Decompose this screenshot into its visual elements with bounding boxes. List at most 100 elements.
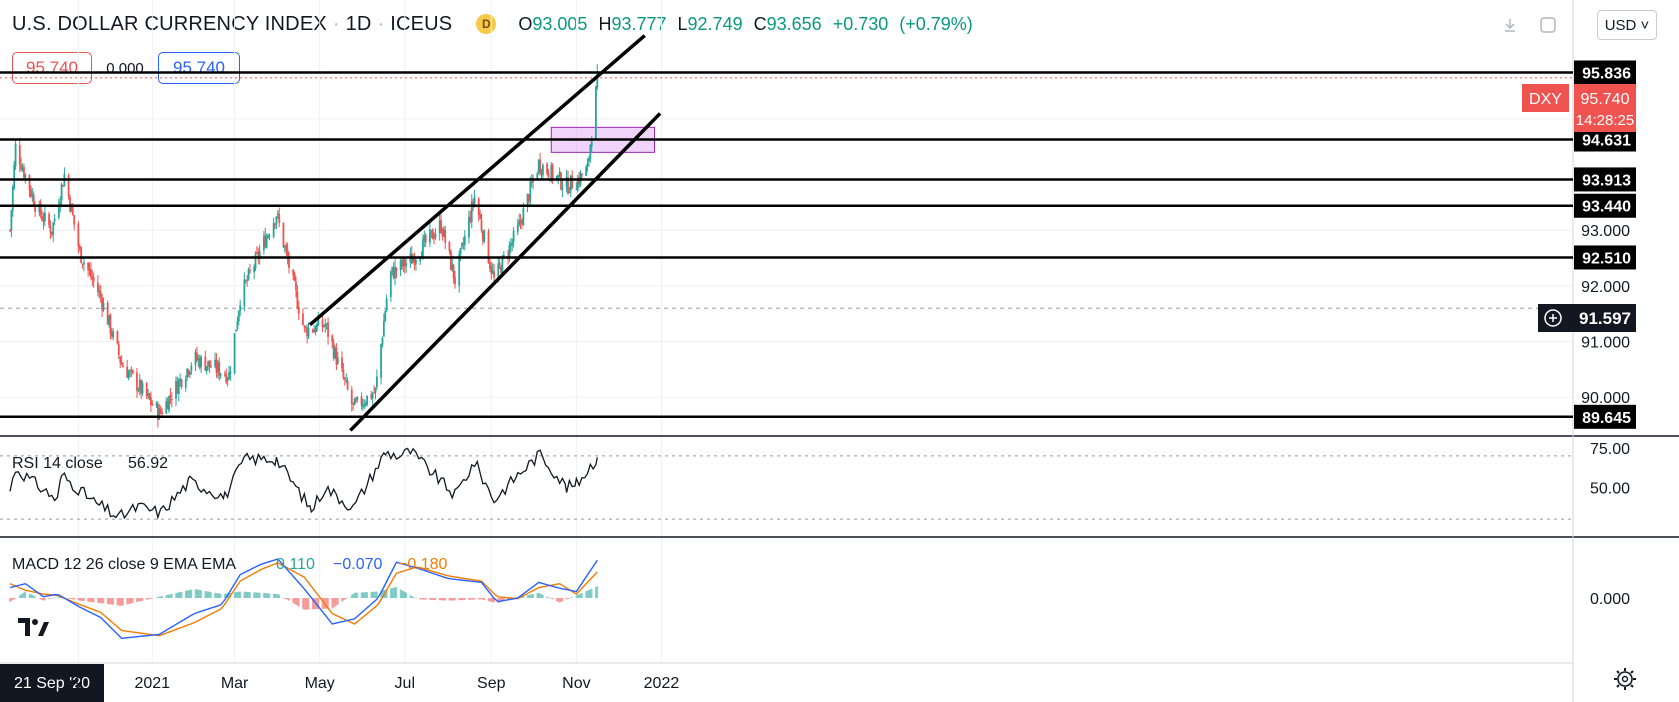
macd-histogram-bar: [507, 598, 509, 601]
candle-body: [120, 362, 123, 365]
currency-dropdown[interactable]: USD ˅: [1597, 10, 1657, 40]
macd-histogram-bar: [451, 598, 454, 601]
level-label-bg: [1574, 60, 1636, 85]
macd-histogram-bar: [560, 598, 562, 602]
macd-histogram-bar: [157, 597, 159, 598]
candle-body: [537, 159, 540, 173]
crosshair-plus-icon[interactable]: [1544, 309, 1562, 327]
candle-body: [216, 362, 219, 373]
grid-lines: [0, 0, 1573, 663]
candle-body: [412, 258, 415, 263]
macd-histogram-bar: [184, 590, 187, 598]
macd-histogram-bar: [306, 598, 308, 610]
candle-body: [512, 230, 515, 242]
macd-histogram-bar: [38, 598, 41, 599]
candle-body: [321, 319, 324, 327]
macd-histogram-bar: [536, 593, 539, 598]
macd-histogram-bar: [364, 592, 367, 598]
candle-body: [60, 184, 63, 201]
settings-gear-icon[interactable]: [1614, 668, 1636, 690]
macd-histogram-bar: [405, 592, 407, 598]
candle-body: [295, 281, 297, 291]
level-label-bg: [1574, 404, 1636, 429]
macd-histogram-bar: [151, 598, 154, 599]
macd-histogram-bar: [286, 598, 289, 600]
macd-histogram-bar: [130, 598, 133, 604]
tradingview-logo-icon[interactable]: [14, 612, 52, 640]
candle-body: [207, 360, 209, 367]
candle-body: [218, 361, 221, 377]
macd-histogram-bar: [111, 598, 113, 605]
candle-body: [83, 262, 85, 265]
candle-body: [345, 379, 348, 381]
trend-channel-line[interactable]: [308, 34, 646, 327]
macd-histogram-bar: [321, 598, 324, 609]
candle-body: [237, 311, 240, 322]
macd-histogram-bar: [215, 593, 218, 598]
high-label: H: [598, 13, 612, 34]
bar-countdown: 14:28:25: [1576, 112, 1634, 129]
rsi-axis-tick: 75.00: [1590, 441, 1630, 458]
macd-histogram-bar: [23, 592, 25, 598]
macd-histogram-bar: [197, 589, 200, 598]
macd-histogram-bar: [530, 594, 533, 598]
macd-histogram-bar: [228, 593, 230, 598]
macd-histogram-bar: [575, 595, 578, 598]
candle-body: [286, 249, 289, 259]
macd-histogram-bar: [204, 590, 207, 598]
macd-histogram-bar: [122, 598, 124, 606]
candle-body: [518, 220, 521, 225]
candle-body: [581, 173, 583, 176]
candle-body: [116, 330, 119, 344]
candle-body: [190, 365, 193, 371]
candle-body: [80, 247, 83, 263]
macd-histogram-bar: [571, 597, 573, 598]
macd-histogram-bar: [370, 591, 373, 598]
download-icon[interactable]: [1499, 14, 1521, 36]
interval-label[interactable]: 1D: [345, 12, 372, 35]
macd-histogram-bar: [272, 593, 275, 598]
macd-histogram-bar: [155, 597, 158, 598]
candle-body: [469, 216, 472, 222]
candle-body: [402, 258, 405, 267]
macd-histogram-bar: [292, 598, 294, 604]
macd-histogram-bar: [352, 593, 354, 598]
candle-body: [442, 228, 445, 237]
candle-body: [129, 370, 131, 373]
candle-body: [223, 374, 226, 376]
candle-body: [292, 269, 295, 276]
candle-body: [96, 282, 99, 293]
price-axis-tick: 93.000: [1581, 223, 1630, 240]
fullscreen-icon[interactable]: [1537, 14, 1559, 36]
trend-channel-line[interactable]: [349, 112, 662, 432]
candle-body: [508, 244, 511, 260]
candle-body: [180, 379, 183, 387]
candle-body: [526, 193, 529, 208]
macd-histogram-bar: [526, 595, 529, 598]
candle-body: [434, 234, 437, 238]
candle-body: [20, 164, 23, 170]
macd-histogram-bar: [581, 592, 583, 598]
candle-body: [39, 202, 42, 216]
candle-body: [78, 245, 81, 249]
symbol-title[interactable]: U.S. DOLLAR CURRENCY INDEX: [12, 12, 327, 35]
macd-histogram-bar: [578, 594, 580, 598]
macd-histogram-bar: [137, 598, 140, 602]
macd-histogram-bar: [236, 591, 239, 598]
candle-body: [126, 366, 129, 378]
candle-body: [137, 389, 140, 392]
macd-histogram-bar: [462, 598, 465, 601]
macd-histogram-bar: [313, 598, 315, 610]
candle-body: [136, 372, 138, 391]
macd-histogram-bar: [483, 598, 486, 601]
macd-histogram-bar: [362, 592, 364, 598]
candle-body: [371, 394, 374, 398]
candle-body: [225, 373, 228, 383]
candle-body: [81, 263, 84, 265]
candle-body: [200, 356, 203, 368]
macd-histogram-bar: [497, 598, 500, 603]
macd-histogram-bar: [335, 598, 338, 606]
macd-histogram-bar: [410, 596, 413, 598]
macd-histogram-bar: [452, 598, 455, 601]
